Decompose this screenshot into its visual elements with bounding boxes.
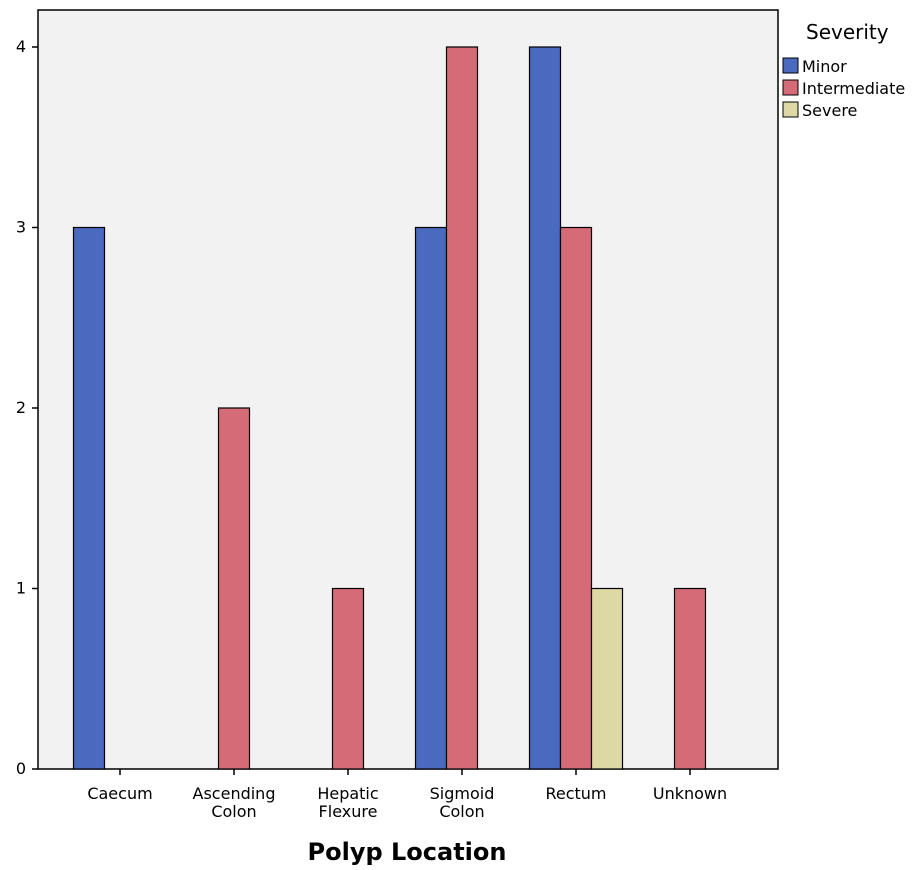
bar-intermediate-4 bbox=[559, 226, 593, 770]
x-tick-label-line: Flexure bbox=[319, 802, 378, 821]
legend: Severity Minor Intermediate Severe bbox=[782, 20, 905, 120]
x-tick-label-line: Sigmoid bbox=[430, 784, 495, 803]
plot-area bbox=[37, 9, 779, 770]
legend-swatch-severe bbox=[782, 101, 799, 118]
x-tick-label: Hepatic Flexure bbox=[317, 784, 378, 821]
x-tick-label-line: Ascending bbox=[193, 784, 276, 803]
bar-minor-3 bbox=[414, 226, 448, 770]
legend-label-intermediate: Intermediate bbox=[802, 79, 905, 98]
x-tick-label-line: Caecum bbox=[87, 784, 152, 803]
y-tick-label: 2 bbox=[16, 398, 26, 417]
x-tick-label-line: Hepatic bbox=[317, 784, 378, 803]
y-tick-label: 3 bbox=[16, 218, 26, 237]
bars bbox=[72, 46, 707, 770]
y-tick-label: 1 bbox=[16, 579, 26, 598]
legend-swatch-intermediate bbox=[782, 79, 799, 96]
x-tick-label-line: Colon bbox=[211, 802, 256, 821]
legend-label-minor: Minor bbox=[802, 57, 847, 76]
legend-title: Severity bbox=[806, 20, 889, 44]
bar-severe-4 bbox=[590, 587, 624, 770]
y-tick-label: 4 bbox=[16, 37, 26, 56]
x-tick-label-line: Unknown bbox=[653, 784, 727, 803]
x-tick-label-line: Colon bbox=[439, 802, 484, 821]
x-tick-label: Ascending Colon bbox=[193, 784, 276, 821]
bar-intermediate-2 bbox=[331, 587, 365, 770]
bar-intermediate-3 bbox=[445, 46, 479, 770]
bar-minor-0 bbox=[72, 226, 106, 770]
x-tick-label: Unknown bbox=[653, 784, 727, 803]
legend-swatch-minor bbox=[782, 57, 799, 74]
x-axis-title: Polyp Location bbox=[308, 838, 507, 866]
x-tick-label: Caecum bbox=[87, 784, 152, 803]
x-tick-label: Rectum bbox=[545, 784, 606, 803]
y-tick-label: 0 bbox=[16, 759, 26, 778]
legend-label-severe: Severe bbox=[802, 101, 857, 120]
x-tick-label: Sigmoid Colon bbox=[430, 784, 495, 821]
bar-intermediate-5 bbox=[673, 587, 707, 770]
bar-intermediate-1 bbox=[217, 407, 251, 770]
bar-minor-4 bbox=[528, 46, 562, 770]
y-axis: 0 1 2 3 4 bbox=[16, 37, 38, 778]
x-tick-label-line: Rectum bbox=[545, 784, 606, 803]
